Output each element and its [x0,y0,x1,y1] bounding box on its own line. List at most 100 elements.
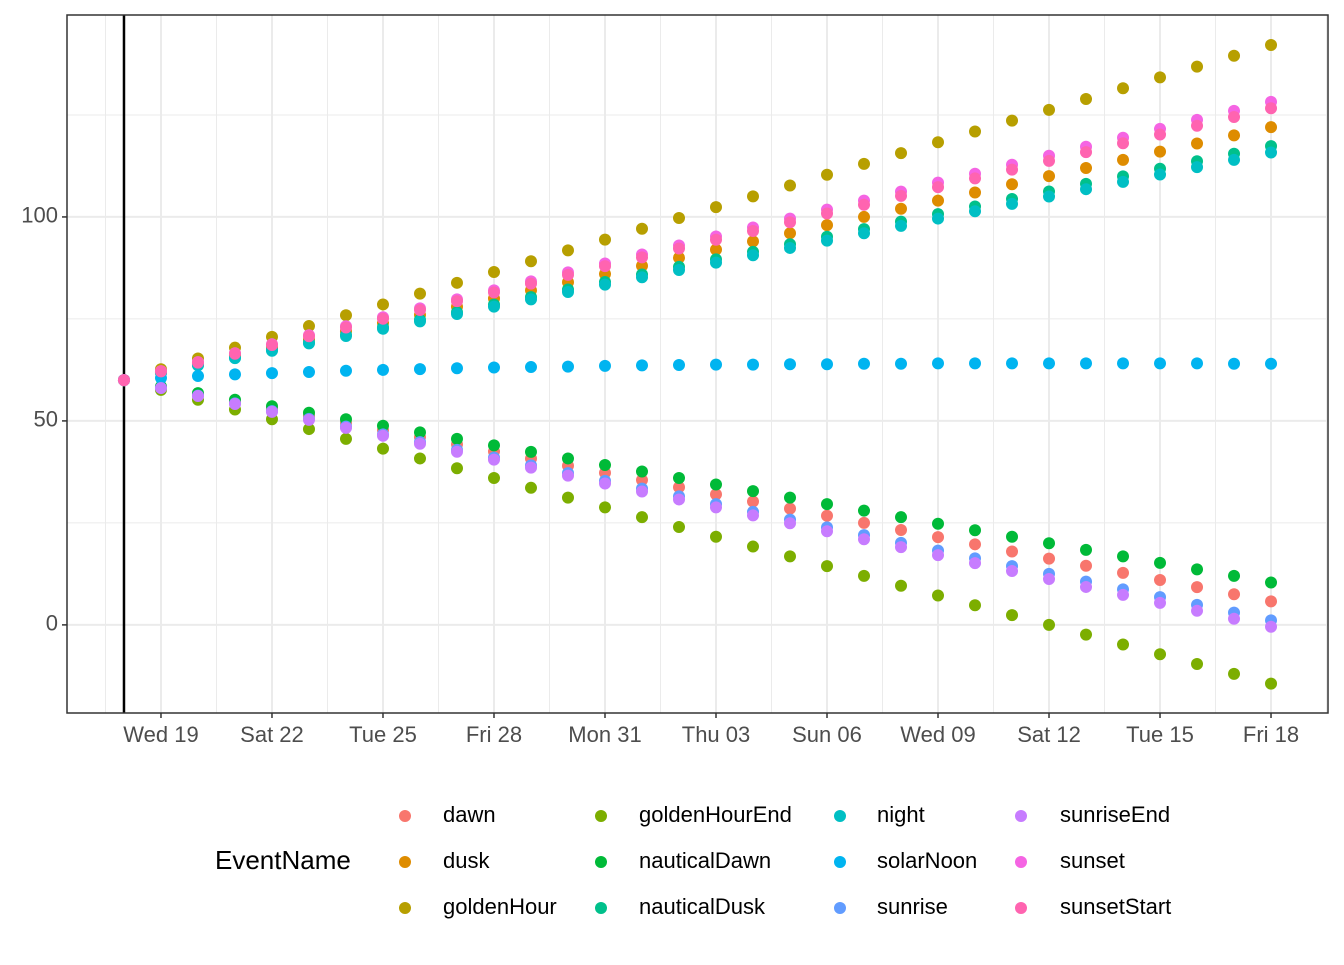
point [339,330,352,343]
point [339,364,352,377]
point [1117,357,1130,370]
point [561,244,574,257]
point [1191,161,1204,174]
legend-key [399,902,411,914]
point [635,359,648,372]
point [895,357,908,370]
point [1006,163,1019,176]
point [1043,572,1056,585]
point [1080,357,1093,370]
y-tick-label: 100 [21,203,58,228]
legend-label: nauticalDawn [639,848,771,873]
point [784,358,797,371]
point [413,363,426,376]
point [339,309,352,322]
point [413,426,426,439]
point [302,423,315,436]
point [672,242,685,255]
point [821,509,834,522]
legend-key [1015,856,1027,868]
point [1117,638,1130,651]
point [821,560,834,573]
x-tick-label: Mon 31 [568,722,641,747]
point [672,251,685,264]
point [858,210,871,223]
x-tick-label: Tue 15 [1126,722,1194,747]
point [969,599,982,612]
point [1043,103,1056,116]
point [561,452,574,465]
legend-key [834,810,846,822]
point [635,485,648,498]
point [932,194,945,207]
point [858,357,871,370]
point [1154,168,1167,181]
point [747,509,760,522]
point [413,303,426,316]
x-tick-label: Sun 06 [792,722,862,747]
point [969,524,982,537]
point [1265,121,1278,134]
point [858,516,871,529]
legend-label: nauticalDusk [639,894,766,919]
point [821,498,834,511]
point [487,453,500,466]
point [1080,146,1093,159]
point [561,491,574,504]
point [635,474,648,487]
point [932,589,945,602]
point [858,533,871,546]
x-tick-label: Thu 03 [682,722,751,747]
point [561,360,574,373]
point [1117,82,1130,95]
point [858,504,871,517]
point [895,579,908,592]
point [191,390,204,403]
point [1228,588,1241,601]
point [598,501,611,514]
panel-border [66,14,1329,714]
point [784,517,797,530]
point [932,531,945,544]
point [1043,537,1056,550]
point [450,462,463,475]
point [821,219,834,232]
point [672,481,685,494]
point [1228,110,1241,123]
point [1228,569,1241,582]
point [635,222,648,235]
point [932,181,945,194]
point [1117,137,1130,150]
point [672,520,685,533]
point [1154,574,1167,587]
point [858,227,871,240]
point [413,287,426,300]
point [1080,161,1093,174]
point [784,550,797,563]
point [858,198,871,211]
point [1117,566,1130,579]
point [1191,357,1204,370]
point [821,525,834,538]
point [895,219,908,232]
point [1043,552,1056,565]
point [265,405,278,418]
point [487,361,500,374]
point [895,147,908,160]
point [1006,197,1019,210]
point [895,511,908,524]
point [1265,102,1278,115]
point [339,432,352,445]
y-tick-label: 50 [34,407,58,432]
x-tick-label: Fri 28 [466,722,522,747]
point [710,358,723,371]
point [376,429,389,442]
point [969,172,982,185]
point [376,442,389,455]
point [710,233,723,246]
legend-key [834,902,846,914]
point [784,216,797,229]
point [1191,563,1204,576]
legend-label: dawn [443,802,496,827]
